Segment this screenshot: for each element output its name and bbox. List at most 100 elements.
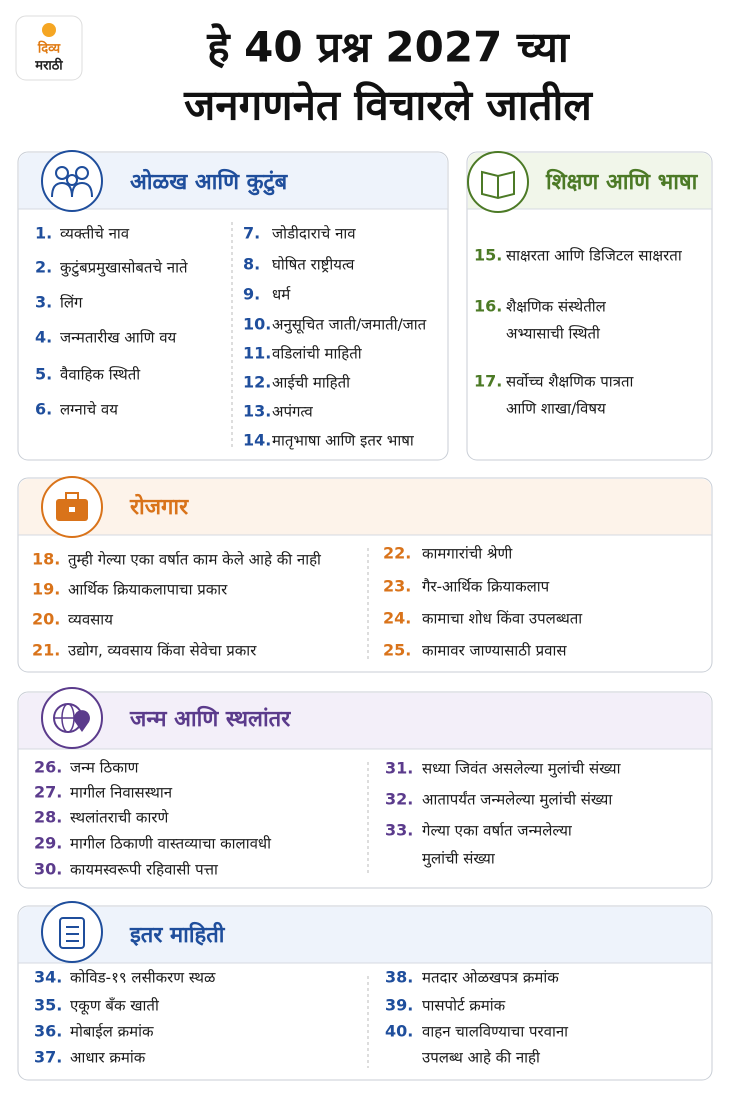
item-number: 4. bbox=[35, 328, 52, 347]
section-box bbox=[466, 151, 713, 461]
item-text: अभ्यासाची स्थिती bbox=[506, 325, 601, 343]
item-text: लिंग bbox=[60, 294, 83, 312]
title-line1: हे 40 प्रश्न 2027 च्या bbox=[206, 23, 571, 72]
item-number: 25. bbox=[383, 641, 411, 660]
icon-shape bbox=[481, 170, 515, 200]
item-text: कायमस्वरूपी रहिवासी पत्ता bbox=[70, 861, 219, 879]
item-text: कुटुंबप्रमुखासोबतचे नाते bbox=[60, 259, 188, 278]
item-number: 33. bbox=[385, 821, 413, 840]
section-header bbox=[19, 479, 711, 535]
icon-shape bbox=[51, 181, 93, 198]
item-text: कामाचा शोध किंवा उपलब्धता bbox=[422, 610, 583, 628]
item-number: 3. bbox=[35, 293, 52, 312]
item-number: 9. bbox=[243, 285, 260, 304]
item-text: मातृभाषा आणि इतर भाषा bbox=[272, 432, 415, 451]
item-text: मागील ठिकाणी वास्तव्याचा कालावधी bbox=[70, 835, 272, 853]
item-number: 12. bbox=[243, 373, 271, 392]
section-title: ओळख आणि कुटुंब bbox=[130, 168, 289, 196]
icon-shape bbox=[73, 710, 90, 732]
icon-shape bbox=[55, 166, 69, 180]
section-header bbox=[19, 907, 711, 963]
item-number: 32. bbox=[385, 790, 413, 809]
logo-sun bbox=[42, 23, 56, 37]
item-number: 36. bbox=[34, 1022, 62, 1041]
item-number: 2. bbox=[35, 258, 52, 277]
section-header bbox=[19, 693, 711, 749]
item-text: मागील निवासस्थान bbox=[70, 784, 173, 802]
item-text: आणि शाखा/विषय bbox=[506, 400, 606, 418]
item-number: 5. bbox=[35, 365, 52, 384]
item-text: व्यवसाय bbox=[68, 611, 113, 629]
item-number: 18. bbox=[32, 550, 60, 569]
item-text: आईची माहिती bbox=[272, 374, 351, 392]
icon-shape bbox=[65, 492, 79, 501]
item-text: व्यक्तीचे नाव bbox=[60, 225, 130, 243]
section-header bbox=[19, 153, 447, 209]
item-number: 37. bbox=[34, 1048, 62, 1067]
item-text: गैर-आर्थिक क्रियाकलाप bbox=[422, 578, 550, 596]
item-text: अपंगत्व bbox=[272, 403, 313, 421]
item-number: 21. bbox=[32, 641, 60, 660]
item-text: अनुसूचित जाती/जमाती/जात bbox=[272, 316, 427, 335]
item-text: मतदार ओळखपत्र क्रमांक bbox=[422, 969, 559, 987]
item-text: जन्मतारीख आणि वय bbox=[60, 329, 177, 347]
logo-line1: दिव्य bbox=[37, 41, 61, 57]
item-number: 38. bbox=[385, 968, 413, 987]
icon-shape bbox=[75, 166, 89, 180]
item-text: लग्नाचे वय bbox=[60, 401, 118, 419]
title-line2: जनगणनेत विचारले जातील bbox=[183, 81, 593, 130]
item-text: एकूण बँक खाती bbox=[70, 997, 160, 1016]
item-text: वैवाहिक स्थिती bbox=[60, 366, 141, 384]
item-number: 16. bbox=[474, 297, 502, 316]
item-text: उद्योग, व्यवसाय किंवा सेवेचा प्रकार bbox=[68, 642, 257, 660]
item-text: शैक्षणिक संस्थेतील bbox=[506, 298, 607, 316]
logo-box bbox=[15, 15, 83, 81]
section-box bbox=[17, 151, 449, 461]
item-number: 8. bbox=[243, 255, 260, 274]
item-number: 14. bbox=[243, 431, 271, 450]
item-text: गेल्या एका वर्षात जन्मलेल्या bbox=[422, 822, 573, 840]
item-text: जोडीदाराचे नाव bbox=[272, 225, 356, 243]
item-text: कामगारांची श्रेणी bbox=[422, 545, 513, 563]
item-number: 15. bbox=[474, 246, 502, 265]
item-number: 31. bbox=[385, 759, 413, 778]
logo-line2: मराठी bbox=[34, 58, 63, 74]
item-text: सर्वोच्च शैक्षणिक पात्रता bbox=[506, 373, 635, 391]
item-text: मुलांची संख्या bbox=[422, 850, 496, 869]
item-text: वडिलांची माहिती bbox=[272, 345, 363, 363]
item-text: आर्थिक क्रियाकलापाचा प्रकार bbox=[68, 581, 228, 599]
item-text: पासपोर्ट क्रमांक bbox=[422, 997, 506, 1015]
icon-shape bbox=[66, 174, 78, 186]
item-number: 1. bbox=[35, 224, 52, 243]
item-text: आतापर्यंत जन्मलेल्या मुलांची संख्या bbox=[422, 791, 613, 810]
item-number: 6. bbox=[35, 400, 52, 419]
section-icon bbox=[41, 901, 103, 963]
item-text: मोबाईल क्रमांक bbox=[70, 1023, 154, 1041]
item-number: 22. bbox=[383, 544, 411, 563]
item-text: कामावर जाण्यासाठी प्रवास bbox=[422, 642, 567, 660]
item-number: 20. bbox=[32, 610, 60, 629]
item-text: कोविड-१९ लसीकरण स्थळ bbox=[70, 969, 216, 987]
item-number: 35. bbox=[34, 996, 62, 1015]
item-number: 11. bbox=[243, 344, 271, 363]
item-text: जन्म ठिकाण bbox=[70, 759, 140, 777]
item-text: स्थलांतराची कारणे bbox=[70, 809, 169, 827]
item-text: आधार क्रमांक bbox=[70, 1049, 146, 1067]
item-number: 19. bbox=[32, 580, 60, 599]
item-text: तुम्ही गेल्या एका वर्षात काम केले आहे की… bbox=[68, 551, 322, 570]
section-title: जन्म आणि स्थलांतर bbox=[129, 705, 291, 732]
section-title: इतर माहिती bbox=[129, 921, 226, 948]
item-number: 28. bbox=[34, 808, 62, 827]
item-number: 29. bbox=[34, 834, 62, 853]
item-text: साक्षरता आणि डिजिटल साक्षरता bbox=[506, 247, 683, 265]
item-number: 10. bbox=[243, 315, 271, 334]
item-number: 7. bbox=[243, 224, 260, 243]
item-number: 23. bbox=[383, 577, 411, 596]
item-number: 27. bbox=[34, 783, 62, 802]
section-title: रोजगार bbox=[129, 493, 189, 520]
icon-shape bbox=[69, 507, 75, 512]
item-number: 24. bbox=[383, 609, 411, 628]
section-icon bbox=[41, 150, 103, 212]
section-title: शिक्षण आणि भाषा bbox=[545, 168, 699, 195]
